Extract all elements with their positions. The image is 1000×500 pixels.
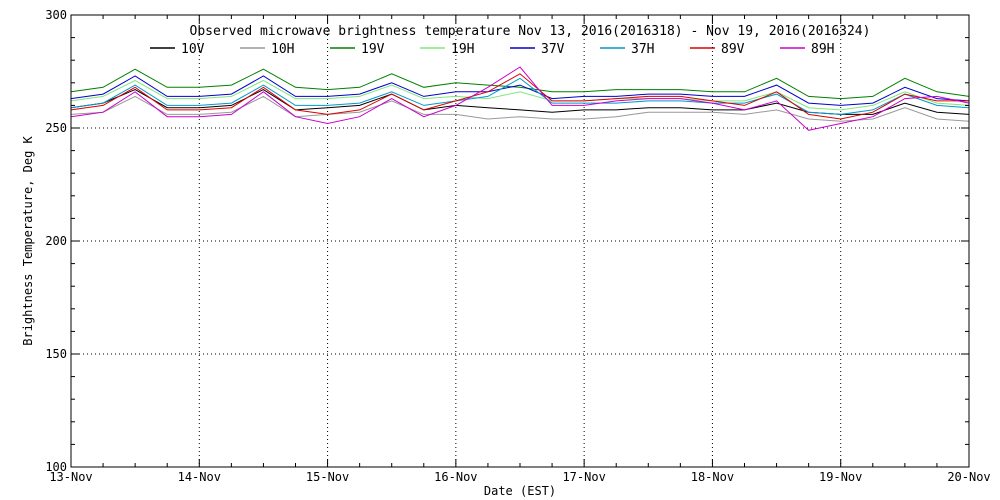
x-tick-label: 19-Nov [819, 470, 862, 484]
series-line-10v [70, 89, 970, 115]
series-line-37v [70, 75, 970, 106]
x-tick-label: 17-Nov [562, 470, 605, 484]
series-line-89v [70, 73, 969, 120]
series-line-19h [70, 79, 970, 111]
y-tick-label: 200 [45, 234, 67, 248]
x-tick-label: 15-Nov [306, 470, 349, 484]
legend-label: 89V [721, 42, 745, 57]
legend-label: 10H [271, 42, 294, 57]
legend-label: 10V [181, 42, 205, 57]
legend-item-37v: 37V [510, 42, 565, 57]
legend-item-37h: 37H [600, 42, 654, 57]
legend-label: 37H [631, 42, 654, 57]
x-tick-label: 13-Nov [49, 470, 92, 484]
grid [71, 15, 969, 467]
x-tick-label: 20-Nov [947, 470, 990, 484]
x-tick-label: 14-Nov [178, 470, 221, 484]
y-tick-label: 300 [45, 8, 67, 22]
legend-item-10h: 10H [240, 42, 294, 57]
x-tick-label: 18-Nov [691, 470, 734, 484]
series-line-37h [70, 77, 970, 115]
y-axis-label: Brightness Temperature, Deg K [21, 135, 35, 345]
legend-label: 19V [361, 42, 385, 57]
legend-item-89h: 89H [780, 42, 834, 57]
x-tick-label: 16-Nov [434, 470, 477, 484]
axes: 100 150 200 250 300 13-Nov 14-Nov 15-Nov 16-Nov 1… [45, 8, 990, 484]
legend-item-10v: 10V [150, 42, 205, 57]
legend: 10V 10H 19V 19H 37V 37H 89V 89H [150, 42, 834, 57]
series-line-89h [70, 66, 970, 131]
series-line-19v [70, 68, 970, 100]
y-tick-label: 100 [45, 460, 67, 474]
legend-item-19h: 19H [420, 42, 474, 57]
legend-label: 89H [811, 42, 834, 57]
legend-label: 19H [451, 42, 474, 57]
y-tick-label: 150 [45, 347, 67, 361]
x-axis-label: Date (EST) [484, 484, 556, 498]
series-layer [70, 66, 970, 131]
y-tick-label: 250 [45, 121, 67, 135]
legend-item-89v: 89V [690, 42, 745, 57]
series-line-10h [70, 95, 970, 122]
legend-item-19v: 19V [330, 42, 385, 57]
chart-title: Observed microwave brightness temperatur… [190, 24, 871, 39]
legend-label: 37V [541, 42, 565, 57]
